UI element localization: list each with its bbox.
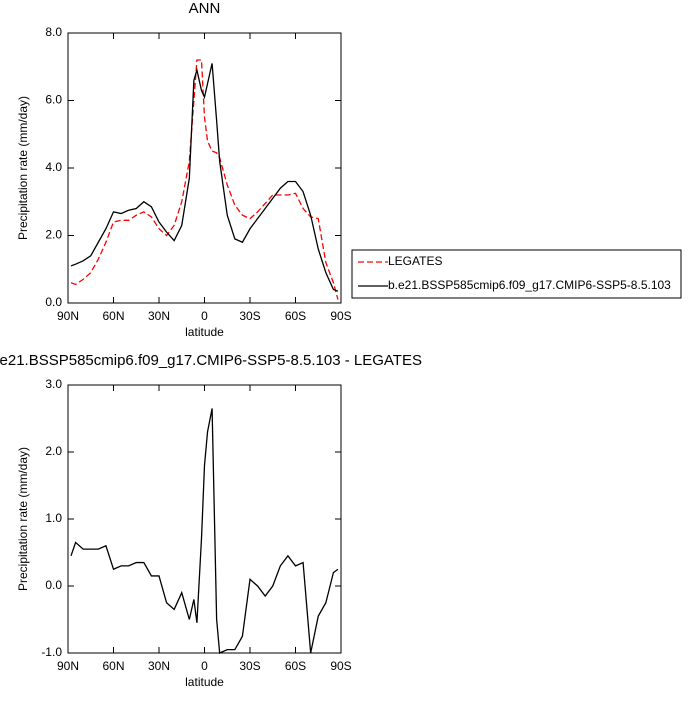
x-tick-label: 30S bbox=[239, 309, 260, 323]
data-line bbox=[70, 63, 339, 292]
y-tick-label: 1.0 bbox=[45, 511, 62, 525]
plot-frame bbox=[67, 32, 342, 304]
legend-box bbox=[351, 249, 682, 299]
plot-frame bbox=[67, 384, 342, 654]
x-tick-label: 90N bbox=[57, 659, 79, 673]
data-line bbox=[70, 59, 339, 300]
y-axis-title: Precipitation rate (mm/day) bbox=[16, 447, 30, 591]
x-tick-label: 90S bbox=[330, 659, 351, 673]
y-tick-label: 2.0 bbox=[45, 228, 62, 242]
x-tick-label: 0 bbox=[201, 309, 208, 323]
y-tick-label: 0.0 bbox=[45, 295, 62, 309]
x-axis-title: latitude bbox=[185, 675, 224, 689]
legend-label: b.e21.BSSP585cmip6.f09_g17.CMIP6-SSP5-8.… bbox=[388, 278, 671, 292]
y-tick-label: 6.0 bbox=[45, 93, 62, 107]
data-line bbox=[70, 408, 339, 654]
legend-label: LEGATES bbox=[388, 254, 442, 268]
x-tick-label: 60N bbox=[102, 659, 124, 673]
x-tick-label: 90N bbox=[57, 309, 79, 323]
y-tick-label: 4.0 bbox=[45, 160, 62, 174]
x-tick-label: 0 bbox=[201, 659, 208, 673]
x-tick-label: 90S bbox=[330, 309, 351, 323]
x-tick-label: 60S bbox=[285, 309, 306, 323]
x-tick-label: 60N bbox=[102, 309, 124, 323]
y-axis-title: Precipitation rate (mm/day) bbox=[16, 96, 30, 240]
x-tick-label: 30S bbox=[239, 659, 260, 673]
chart-title: b.e21.BSSP585cmip6.f09_g17.CMIP6-SSP5-8.… bbox=[0, 352, 422, 369]
x-tick-label: 30N bbox=[148, 309, 170, 323]
y-tick-label: 8.0 bbox=[45, 25, 62, 39]
y-tick-label: -1.0 bbox=[41, 645, 62, 659]
x-tick-label: 30N bbox=[148, 659, 170, 673]
chart-title: ANN bbox=[189, 0, 221, 17]
y-tick-label: 2.0 bbox=[45, 444, 62, 458]
y-tick-label: 0.0 bbox=[45, 578, 62, 592]
x-axis-title: latitude bbox=[185, 325, 224, 339]
y-tick-label: 3.0 bbox=[45, 377, 62, 391]
x-tick-label: 60S bbox=[285, 659, 306, 673]
